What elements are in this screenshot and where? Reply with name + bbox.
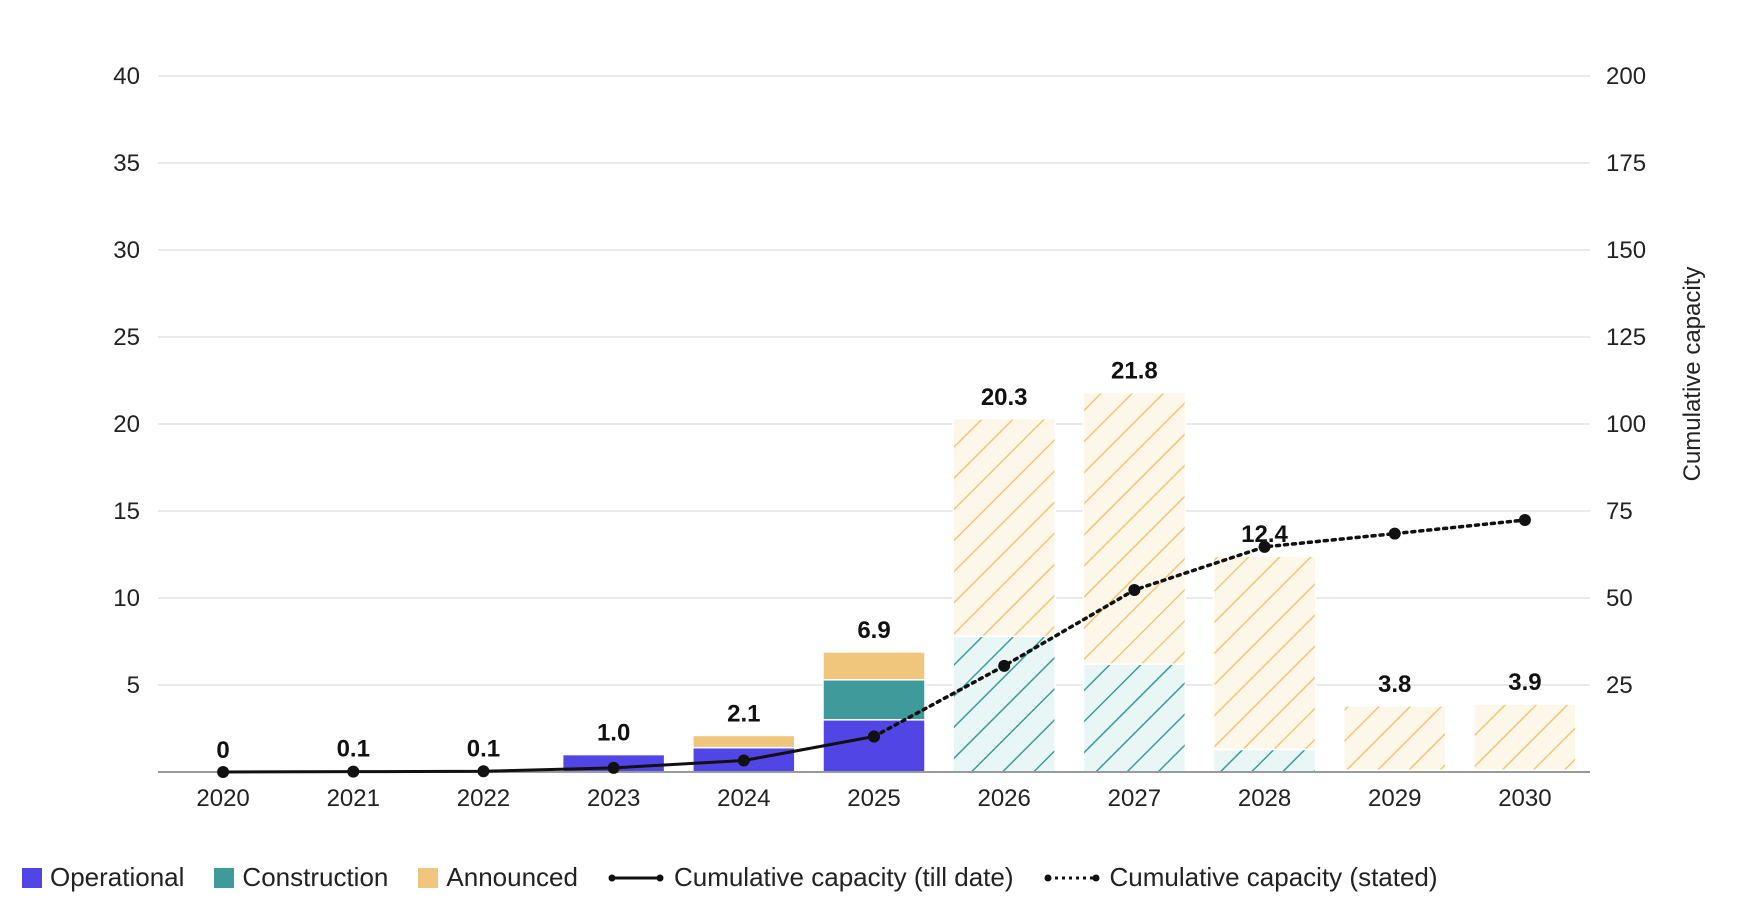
- legend-swatch-announced: [418, 867, 439, 888]
- point-cumulative-capacity-stated--2029: [1388, 527, 1401, 540]
- total-label-2025: 6.9: [857, 617, 890, 644]
- point-cumulative-capacity-till-date--2024: [737, 754, 750, 767]
- y-left-tick-label: 20: [113, 411, 140, 438]
- legend-swatch-construction: [214, 867, 235, 888]
- total-label-2029: 3.8: [1378, 671, 1411, 698]
- x-tick-label: 2025: [847, 785, 900, 812]
- total-label-2027: 21.8: [1111, 358, 1158, 385]
- bar-announced-2030: [1473, 703, 1577, 772]
- y-left-tick-label: 5: [127, 672, 140, 699]
- bar-operational-2025: [822, 719, 926, 773]
- x-tick-label: 2021: [327, 785, 380, 812]
- chart: 0 0.1 0.1 1.0 2.1 6.9 20.3 21.8 12.4 3.8 3.9 5 10 15…: [113, 63, 1706, 812]
- y-left-tick-label: 35: [113, 150, 140, 177]
- bars: [301, 391, 1577, 773]
- y-right-tick-label: 100: [1606, 411, 1646, 438]
- point-cumulative-capacity-stated--2028: [1258, 540, 1271, 553]
- total-label-2023: 1.0: [597, 720, 630, 747]
- legend-label-announced: Announced: [446, 862, 578, 892]
- legend-item-construction: Construction: [214, 862, 388, 893]
- bar-announced-2029: [1342, 705, 1447, 772]
- bar-announced-2028: [1212, 555, 1317, 751]
- legend-label-construction: Construction: [242, 862, 389, 892]
- legend-dotted-line-icon: [1044, 874, 1100, 881]
- line-cumulative-capacity-till-date-: [221, 735, 876, 774]
- y-left-tick-label: 10: [113, 585, 140, 612]
- point-cumulative-capacity-till-date--2020: [217, 766, 230, 778]
- line-cumulative-capacity-stated-: [872, 518, 1527, 739]
- y-left-tick-label: 30: [113, 237, 140, 264]
- x-tick-label: 2024: [717, 785, 770, 812]
- axis-ticks: 5101520253035402550751001251501752002020…: [113, 63, 1646, 812]
- cumulative-lines: [217, 514, 1531, 778]
- legend-item-cumulative-till-date: Cumulative capacity (till date): [608, 862, 1014, 893]
- legend-label-operational: Operational: [50, 862, 185, 892]
- legend-label-cumulative-stated: Cumulative capacity (stated): [1109, 862, 1438, 892]
- y-left-tick-label: 40: [113, 63, 140, 90]
- y-right-tick-label: 75: [1606, 498, 1633, 525]
- bar-announced-2025: [822, 651, 926, 681]
- bar-construction-2028: [1212, 748, 1317, 773]
- y-right-tick-label: 175: [1606, 150, 1646, 177]
- total-label-2026: 20.3: [981, 384, 1028, 411]
- bar-announced-2026: [952, 418, 1056, 638]
- y-left-tick-label: 15: [113, 498, 140, 525]
- legend-swatch-operational: [22, 867, 42, 888]
- data-labels: 0 0.1 0.1 1.0 2.1 6.9 20.3 21.8 12.4 3.8 3.9: [216, 358, 1541, 764]
- x-tick-label: 2029: [1368, 785, 1421, 812]
- bar-announced-2024: [692, 734, 796, 749]
- total-label-2021: 0.1: [337, 735, 370, 762]
- total-label-2024: 2.1: [727, 700, 760, 727]
- bar-construction-2027: [1082, 663, 1187, 773]
- legend-label-cumulative-till-date: Cumulative capacity (till date): [673, 862, 1014, 892]
- total-label-2022: 0.1: [467, 735, 500, 762]
- y-right-tick-label: 125: [1606, 324, 1646, 351]
- y-right-tick-label: 150: [1606, 237, 1646, 264]
- point-cumulative-capacity-till-date--2021: [347, 765, 360, 778]
- y-left-tick-label: 25: [113, 324, 140, 351]
- x-tick-label: 2026: [977, 785, 1030, 812]
- legend-item-cumulative-stated: Cumulative capacity (stated): [1044, 862, 1438, 893]
- y-right-tick-label: 50: [1606, 585, 1633, 612]
- bar-construction-2025: [822, 679, 926, 721]
- bar-announced-2027: [1082, 391, 1187, 665]
- point-cumulative-capacity-stated--2027: [1128, 583, 1141, 596]
- x-tick-label: 2028: [1238, 785, 1291, 812]
- y-right-tick-label: 25: [1606, 672, 1633, 699]
- bar-construction-2026: [952, 635, 1056, 773]
- legend-item-operational: Operational: [22, 862, 184, 893]
- x-tick-label: 2022: [457, 785, 510, 812]
- x-tick-label: 2030: [1498, 785, 1551, 812]
- point-cumulative-capacity-stated--2030: [1518, 514, 1531, 527]
- x-tick-label: 2027: [1108, 785, 1161, 812]
- total-label-2028: 12.4: [1241, 521, 1288, 548]
- point-cumulative-capacity-stated--2026: [998, 659, 1011, 672]
- legend: Operational Construction Announced Cumul…: [22, 862, 1468, 893]
- legend-solid-line-icon: [608, 874, 664, 881]
- legend-item-announced: Announced: [418, 862, 578, 893]
- y-axis-right-label: Cumulative capacity: [1679, 267, 1706, 482]
- x-tick-label: 2023: [587, 785, 640, 812]
- x-tick-label: 2020: [196, 785, 249, 812]
- point-cumulative-capacity-till-date--2023: [607, 761, 620, 774]
- point-cumulative-capacity-stated--2025: [868, 730, 880, 743]
- y-right-tick-label: 200: [1606, 63, 1646, 90]
- point-cumulative-capacity-till-date--2022: [477, 765, 490, 778]
- gridlines: [158, 75, 1590, 686]
- total-label-2030: 3.9: [1508, 669, 1541, 696]
- total-label-2020: 0: [216, 737, 229, 764]
